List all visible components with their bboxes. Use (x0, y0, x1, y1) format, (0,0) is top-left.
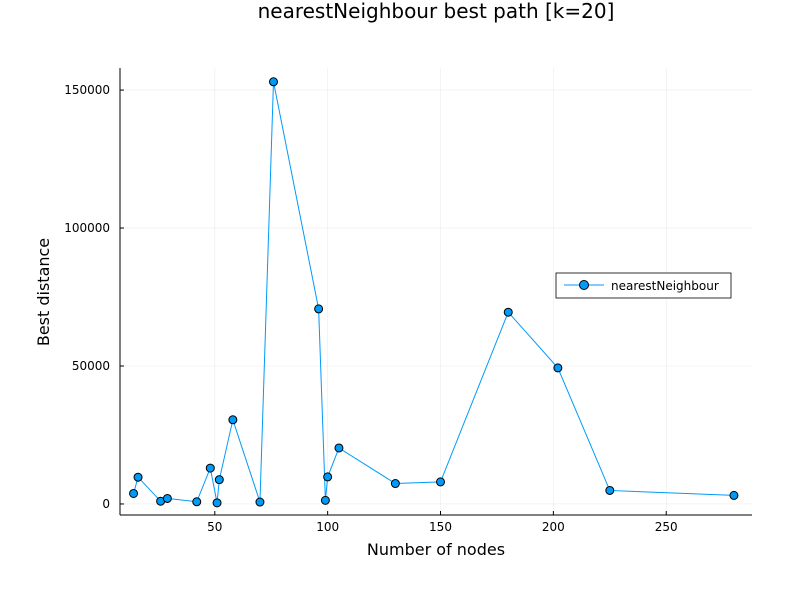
y-axis-label: Best distance (34, 238, 53, 346)
data-point (334, 443, 344, 453)
chart-title: nearestNeighbour best path [k=20] (258, 0, 615, 23)
data-point (323, 472, 333, 482)
legend-swatch-marker (579, 280, 589, 290)
data-point (162, 493, 172, 503)
data-point (133, 472, 143, 482)
data-point (192, 497, 202, 507)
x-tick-label: 200 (542, 520, 565, 534)
x-tick-label: 250 (655, 520, 678, 534)
data-point (268, 77, 278, 87)
y-tick-label: 0 (102, 497, 110, 511)
y-tick-label: 50000 (72, 359, 110, 373)
x-tick-label: 150 (429, 520, 452, 534)
series-nearestNeighbour (129, 77, 739, 508)
data-point (212, 498, 222, 508)
data-point (390, 479, 400, 489)
data-point (129, 488, 139, 498)
data-point (729, 490, 739, 500)
data-point (228, 415, 238, 425)
x-tick-label: 100 (316, 520, 339, 534)
data-point (553, 363, 563, 373)
data-point (503, 307, 513, 317)
legend: nearestNeighbour (555, 272, 732, 299)
y-tick-label: 150000 (64, 83, 110, 97)
data-point (255, 497, 265, 507)
legend-label: nearestNeighbour (611, 279, 719, 293)
data-point (436, 477, 446, 487)
data-point (320, 495, 330, 505)
x-tick-label: 50 (207, 520, 222, 534)
series-group (129, 77, 739, 508)
data-point (605, 485, 615, 495)
x-axis-label: Number of nodes (367, 540, 505, 559)
ticks: 50 100 150 200 250 0 50000 100000 150000 (64, 83, 677, 534)
data-point (214, 475, 224, 485)
data-point (314, 304, 324, 314)
data-point (205, 463, 215, 473)
y-tick-label: 100000 (64, 221, 110, 235)
